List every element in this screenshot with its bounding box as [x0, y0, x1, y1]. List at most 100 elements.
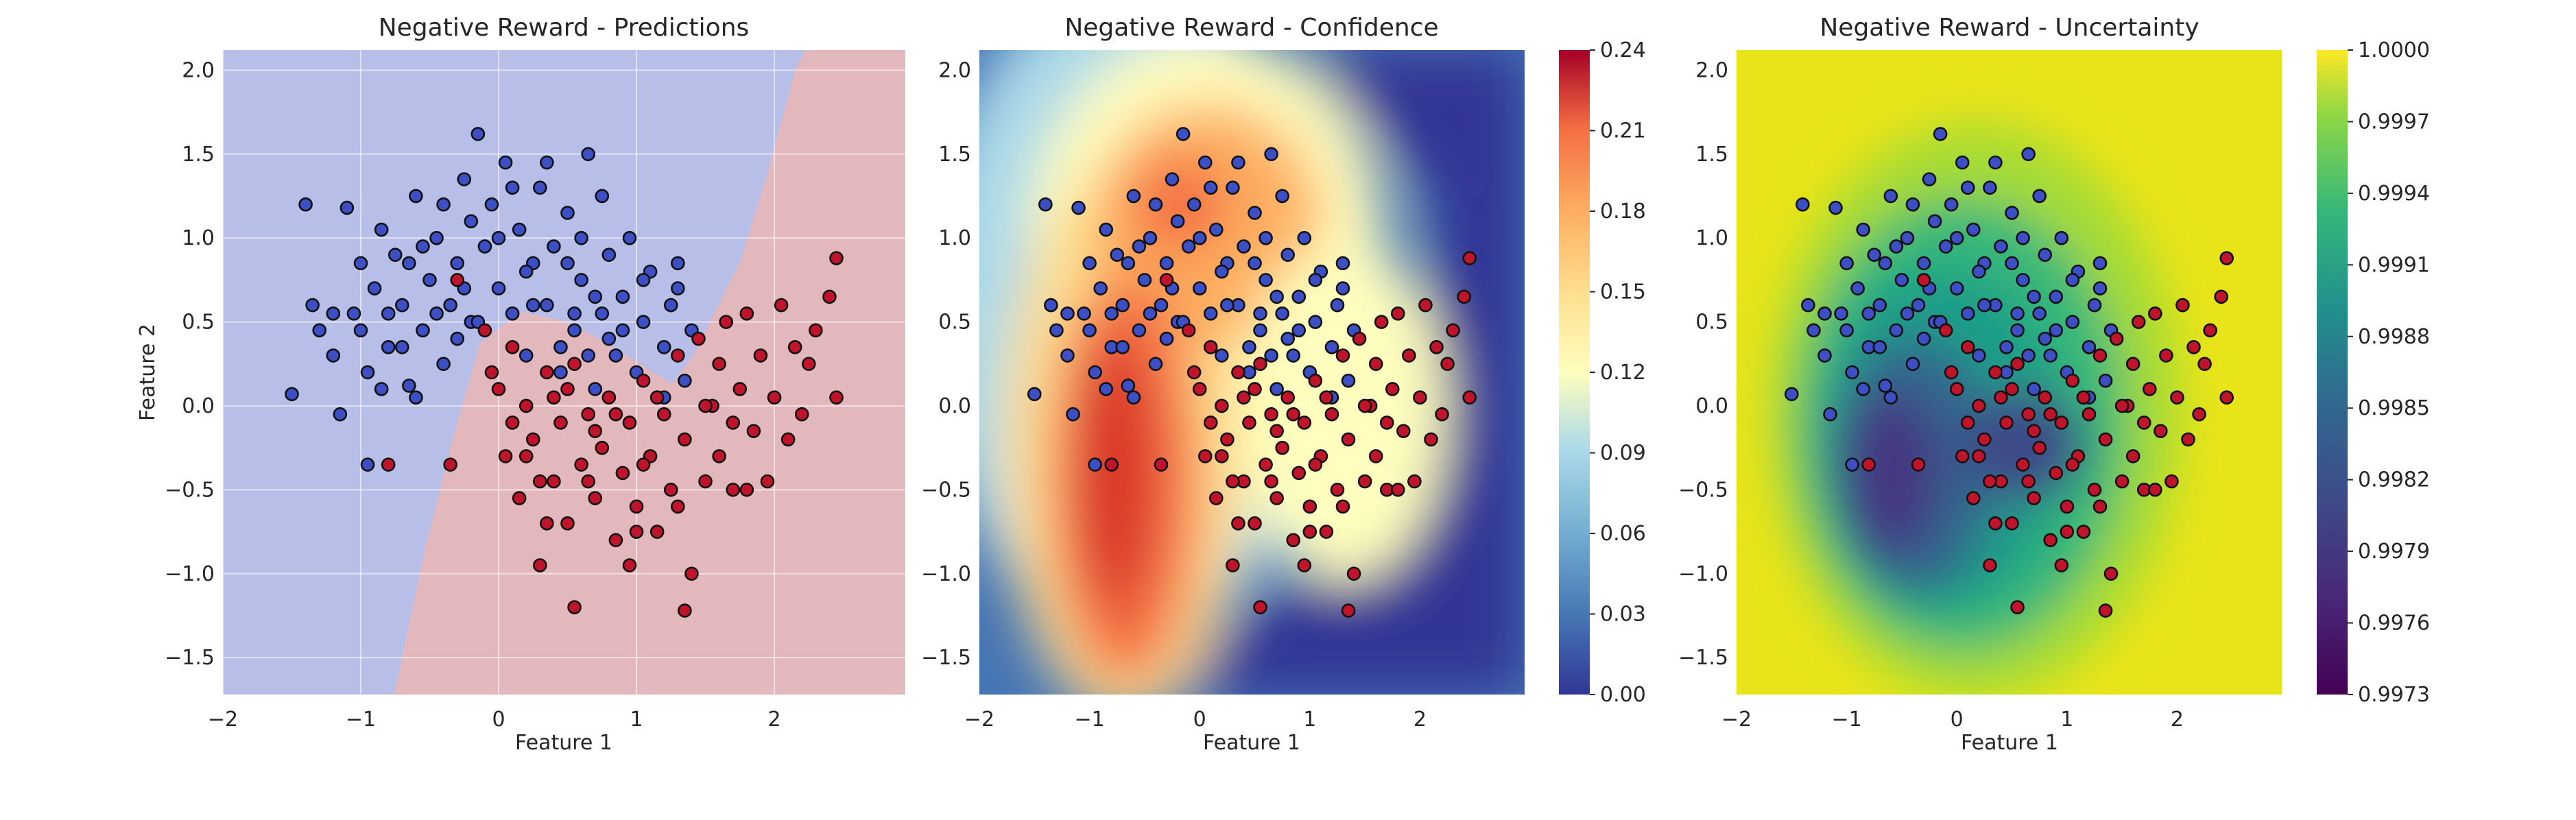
data-point-class0 — [1165, 172, 1180, 186]
data-point-class0 — [2092, 281, 2108, 296]
data-point-class0 — [615, 289, 630, 304]
data-point-class0 — [346, 306, 361, 321]
data-point-class0 — [374, 222, 389, 237]
x-tick-label: 2 — [767, 708, 780, 732]
data-point-class0 — [1126, 390, 1141, 405]
data-point-class0 — [1148, 357, 1163, 372]
data-point-class1 — [746, 424, 761, 438]
data-point-class0 — [1335, 256, 1350, 271]
data-point-class1 — [1242, 415, 1256, 430]
data-point-class0 — [567, 323, 582, 338]
data-point-class0 — [1949, 281, 1964, 296]
colorbar-tick-label: 0.9982 — [2358, 468, 2430, 492]
data-point-class0 — [285, 387, 299, 402]
data-point-class1 — [2219, 390, 2234, 405]
data-point-class1 — [663, 483, 678, 497]
data-point-class0 — [464, 214, 479, 228]
data-point-class0 — [1192, 281, 1207, 296]
data-point-class1 — [780, 432, 796, 447]
data-point-class1 — [1324, 407, 1339, 422]
data-point-class0 — [671, 281, 685, 296]
data-point-class0 — [1060, 306, 1075, 321]
x-tick-label: 1 — [2060, 708, 2073, 732]
data-point-class1 — [1248, 382, 1262, 396]
data-point-class1 — [2159, 348, 2173, 363]
colorbar-tick-label: 0.9985 — [2358, 396, 2430, 420]
data-point-class1 — [1977, 432, 1992, 447]
y-tick-label: 0.0 — [938, 394, 971, 418]
data-point-class1 — [1368, 357, 1383, 372]
data-point-class0 — [1905, 357, 1920, 372]
data-point-class1 — [2005, 382, 2019, 396]
x-tick-label: 1 — [1303, 708, 1316, 732]
data-point-class0 — [1148, 197, 1163, 212]
data-point-class1 — [1972, 449, 1986, 463]
data-point-class1 — [588, 424, 603, 438]
data-point-class0 — [1839, 256, 1854, 271]
data-point-class1 — [732, 382, 748, 396]
data-point-class0 — [1839, 323, 1854, 338]
data-point-class0 — [409, 189, 423, 204]
data-point-class0 — [560, 206, 575, 220]
data-point-class0 — [533, 180, 547, 195]
colorbar-tick-label: 0.9988 — [2358, 325, 2430, 349]
data-point-class0 — [416, 239, 430, 254]
data-point-class1 — [574, 457, 588, 472]
data-point-class0 — [2049, 323, 2064, 338]
data-point-class0 — [298, 197, 313, 212]
data-point-class0 — [1110, 248, 1125, 262]
data-point-class0 — [1071, 200, 1086, 215]
data-point-class1 — [581, 407, 595, 422]
data-point-class1 — [2125, 357, 2140, 372]
data-point-class1 — [656, 407, 671, 422]
x-tick-label: 0 — [492, 708, 505, 732]
data-point-class1 — [1960, 339, 1975, 354]
scatter-points — [1027, 127, 1477, 618]
data-point-class0 — [381, 339, 396, 354]
data-point-class1 — [1988, 365, 2003, 380]
data-point-class1 — [2219, 251, 2234, 265]
data-point-class1 — [2032, 440, 2047, 455]
data-point-class0 — [1226, 180, 1240, 195]
data-point-class1 — [588, 491, 603, 505]
data-point-class0 — [1845, 457, 1859, 472]
x-tick-label: 0 — [1951, 708, 1964, 732]
axes: −2 −1 0 1 2 −1.5 −1.0 −0.5 0.0 0.5 1.0 1.5 2.0 — [165, 58, 780, 732]
data-point-class0 — [505, 306, 520, 321]
data-point-class0 — [1060, 348, 1075, 363]
data-point-class0 — [381, 306, 396, 321]
data-point-class1 — [1237, 390, 1251, 405]
data-point-class0 — [387, 248, 403, 262]
data-point-class0 — [553, 365, 568, 380]
data-point-class0 — [1027, 387, 1042, 402]
data-point-class0 — [518, 264, 534, 279]
data-point-class0 — [540, 298, 554, 313]
data-point-class0 — [1264, 147, 1278, 162]
data-point-class1 — [1435, 407, 1449, 422]
data-point-class1 — [1275, 440, 1289, 455]
data-point-class1 — [1231, 365, 1245, 380]
data-point-class0 — [1044, 298, 1058, 313]
data-point-class1 — [1186, 365, 1202, 380]
data-point-class1 — [1983, 474, 1997, 489]
data-point-class0 — [1088, 365, 1102, 380]
data-point-class0 — [1203, 306, 1218, 321]
data-point-class1 — [1938, 323, 1953, 338]
data-point-class0 — [560, 256, 575, 271]
y-tick-label: −1.5 — [165, 646, 215, 670]
y-tick-label: 1.0 — [1695, 226, 1728, 250]
data-point-class1 — [2103, 566, 2119, 581]
data-point-class0 — [326, 306, 341, 321]
data-point-class1 — [1302, 499, 1317, 514]
colorbar-tick-label: 0.9979 — [2358, 540, 2430, 564]
x-tick-label: −2 — [1721, 708, 1752, 732]
y-tick-label: −0.5 — [921, 478, 971, 502]
colorbar-tick-label: 0.9976 — [2358, 612, 2430, 636]
data-point-class0 — [1253, 306, 1267, 321]
data-point-class1 — [2082, 407, 2097, 422]
data-point-class0 — [595, 189, 610, 204]
data-point-class0 — [2049, 289, 2064, 304]
panel-uncertainty: Negative Reward - Uncertainty −2 −1 0 1 2 −1.… — [1678, 14, 2430, 755]
y-tick-label: −0.5 — [1678, 478, 1728, 502]
data-point-class1 — [1341, 603, 1356, 618]
